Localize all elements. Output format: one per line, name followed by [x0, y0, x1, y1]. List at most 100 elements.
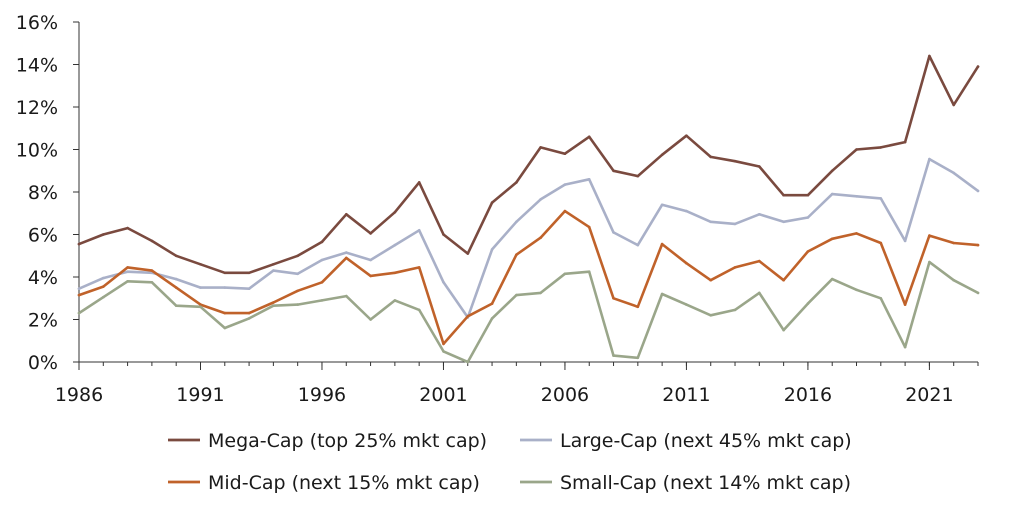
x-tick-label: 1986: [55, 384, 103, 406]
data-point: [247, 287, 251, 291]
data-point: [296, 289, 300, 293]
data-point: [223, 311, 227, 315]
data-point: [685, 261, 688, 265]
data-point: [636, 243, 640, 247]
data-point: [320, 258, 324, 262]
data-point: [369, 258, 372, 262]
data-point: [660, 292, 664, 296]
data-point: [612, 169, 615, 173]
data-point: [879, 146, 883, 149]
x-tick-label: 2021: [905, 384, 953, 406]
data-point: [733, 308, 737, 312]
data-point: [709, 314, 712, 317]
data-point: [369, 232, 372, 235]
data-point: [855, 288, 858, 292]
y-tick-label: 12%: [16, 97, 58, 119]
data-point: [563, 209, 567, 213]
data-point: [928, 157, 931, 161]
data-point: [660, 203, 664, 207]
data-point: [928, 54, 931, 58]
data-point: [515, 253, 518, 256]
data-point: [466, 252, 470, 255]
x-tick-label: 2001: [419, 384, 467, 406]
data-point: [102, 233, 105, 236]
data-point: [102, 276, 105, 280]
data-point: [806, 302, 810, 305]
data-point: [466, 360, 470, 364]
data-point: [830, 277, 834, 281]
y-tick-label: 2%: [28, 310, 58, 332]
data-point: [442, 233, 445, 236]
data-point: [806, 250, 810, 253]
x-tick-label: 1991: [176, 384, 224, 406]
data-point: [806, 193, 810, 197]
data-point: [345, 213, 348, 216]
data-point: [515, 181, 518, 184]
data-point: [952, 241, 955, 245]
data-point: [855, 232, 858, 235]
data-point: [709, 278, 712, 282]
y-tick-label: 14%: [16, 55, 58, 77]
x-tick-label: 1996: [298, 384, 346, 406]
data-point: [417, 229, 421, 232]
data-point: [758, 291, 761, 295]
data-point: [345, 294, 348, 298]
data-point: [830, 237, 834, 241]
series-line-0: [77, 54, 980, 275]
data-point: [733, 222, 737, 226]
data-point: [928, 234, 931, 237]
data-point: [903, 303, 907, 306]
data-point: [733, 266, 737, 269]
data-point: [247, 311, 251, 315]
data-point: [199, 303, 202, 306]
data-point: [685, 209, 688, 213]
data-point: [660, 153, 664, 157]
data-point: [345, 251, 348, 254]
data-point: [685, 134, 688, 137]
data-point: [490, 248, 494, 251]
data-point: [515, 220, 518, 224]
data-point: [709, 220, 712, 224]
data-point: [782, 278, 785, 282]
data-point: [320, 299, 324, 302]
data-point: [393, 210, 397, 214]
y-tick-label: 0%: [28, 352, 58, 374]
data-point: [733, 159, 737, 163]
data-point: [490, 302, 494, 305]
data-point: [345, 256, 348, 260]
data-point: [612, 354, 615, 357]
data-point: [150, 239, 154, 243]
data-point: [126, 270, 129, 274]
data-point: [442, 342, 445, 346]
series-layer: [77, 54, 980, 364]
data-point: [272, 301, 275, 304]
data-point: [903, 140, 907, 144]
data-point: [174, 277, 178, 281]
data-point: [272, 304, 275, 308]
data-point: [102, 295, 105, 299]
legend-entry-label: Mega-Cap (top 25% mkt cap): [208, 430, 487, 452]
data-point: [879, 297, 883, 300]
data-point: [903, 345, 907, 349]
data-point: [660, 242, 664, 246]
data-point: [976, 291, 980, 295]
data-point: [587, 178, 591, 181]
data-point: [223, 286, 227, 289]
data-point: [976, 65, 980, 68]
data-point: [174, 286, 178, 289]
x-tick-label: 2006: [541, 384, 589, 406]
data-point: [685, 303, 688, 306]
series-line-2: [77, 209, 980, 346]
y-tick-label: 10%: [16, 140, 58, 162]
data-point: [393, 243, 397, 247]
x-axis: 1986 1991 1996 2001 2006 2011 2016 2021: [55, 361, 979, 406]
data-point: [102, 285, 105, 288]
legend-entry-label: Small-Cap (next 14% mkt cap): [560, 472, 851, 494]
data-point: [417, 266, 421, 269]
data-point: [539, 198, 542, 201]
legend: Mega-Cap (top 25% mkt cap) Large-Cap (nex…: [168, 430, 852, 494]
data-point: [782, 328, 785, 332]
data-point: [709, 155, 712, 159]
data-point: [612, 231, 615, 234]
y-axis: 0% 2% 4% 6% 8% 10% 12% 14% 16%: [16, 12, 80, 374]
